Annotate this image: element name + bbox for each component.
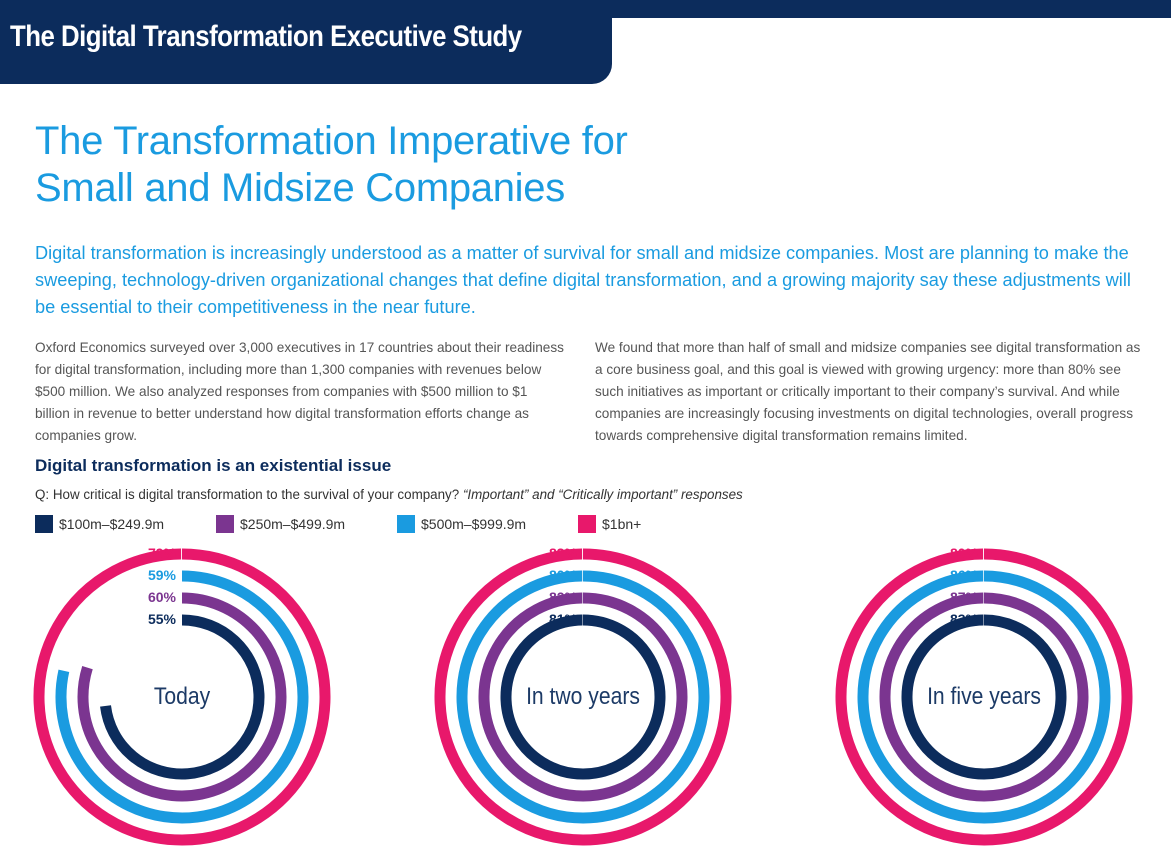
value-label: 80% [949, 545, 978, 561]
value-label: 81% [548, 611, 577, 627]
radial-chart-svg [33, 548, 331, 846]
header-banner: The Digital Transformation Executive Stu… [0, 0, 612, 84]
ring-arc-3 [434, 548, 732, 846]
radial-chart-five-years: In five years 83% 87% 86% 80% [824, 537, 1144, 851]
question-note: “Important” and “Critically important” r… [462, 487, 743, 502]
legend-swatch [397, 515, 415, 533]
body-column-right: We found that more than half of small an… [595, 340, 1141, 443]
legend-label: $1bn+ [602, 516, 642, 532]
legend-label: $500m–$999.9m [421, 516, 527, 532]
value-label: 87% [949, 589, 978, 605]
legend-label: $250m–$499.9m [240, 516, 346, 532]
radial-chart-svg [835, 548, 1133, 846]
radial-chart-svg [434, 548, 732, 846]
group-label: Today [153, 683, 211, 710]
value-label: 55% [147, 611, 176, 627]
group-label: In five years [927, 683, 1041, 710]
legend-item: $1bn+ [578, 515, 641, 533]
ring-arc-1 [879, 592, 1089, 802]
legend-item: $500m–$999.9m [397, 515, 526, 533]
legend-item: $100m–$249.9m [35, 515, 164, 533]
group-label: In two years [526, 683, 640, 710]
legend-swatch [35, 515, 53, 533]
banner-title: The Digital Transformation Executive Stu… [10, 20, 522, 53]
ring-arc-1 [478, 592, 688, 802]
ring-arc-2 [857, 570, 1111, 824]
ring-arc-0 [500, 614, 666, 780]
legend-swatch [578, 515, 596, 533]
page-title-line2: Small and Midsize Companies [35, 166, 565, 210]
legend-item: $250m–$499.9m [216, 515, 345, 533]
value-label: 80% [548, 567, 577, 583]
ring-arc-0 [100, 614, 265, 780]
question-text: Q: How critical is digital transformatio… [35, 487, 463, 502]
page-title-line1: The Transformation Imperative for [35, 119, 628, 163]
legend-swatch [216, 515, 234, 533]
chart-question: Q: How critical is digital transformatio… [35, 487, 743, 502]
ring-arc-3 [33, 548, 331, 846]
page-title: The Transformation Imperative for Small … [35, 118, 628, 212]
value-label: 79% [147, 545, 176, 561]
value-label: 86% [949, 567, 978, 583]
ring-arc-2 [456, 570, 710, 824]
value-label: 59% [147, 567, 176, 583]
lead-paragraph: Digital transformation is increasingly u… [35, 243, 1131, 317]
value-label: 82% [548, 589, 577, 605]
value-label: 83% [949, 611, 978, 627]
body-column-left: Oxford Economics surveyed over 3,000 exe… [35, 340, 564, 443]
radial-chart-today: Today 55% 60% 59% 79% [22, 537, 342, 851]
value-label: 60% [147, 589, 176, 605]
legend-label: $100m–$249.9m [59, 516, 165, 532]
ring-arc-3 [835, 548, 1133, 846]
ring-arc-2 [55, 570, 309, 824]
chart-legend: $100m–$249.9m $250m–$499.9m $500m–$999.9… [0, 515, 800, 537]
value-label: 83% [548, 545, 577, 561]
chart-title: Digital transformation is an existential… [35, 456, 392, 475]
radial-chart-two-years: In two years 81% 82% 80% 83% [423, 537, 743, 851]
ring-arc-0 [901, 614, 1067, 780]
ring-arc-1 [77, 592, 287, 802]
